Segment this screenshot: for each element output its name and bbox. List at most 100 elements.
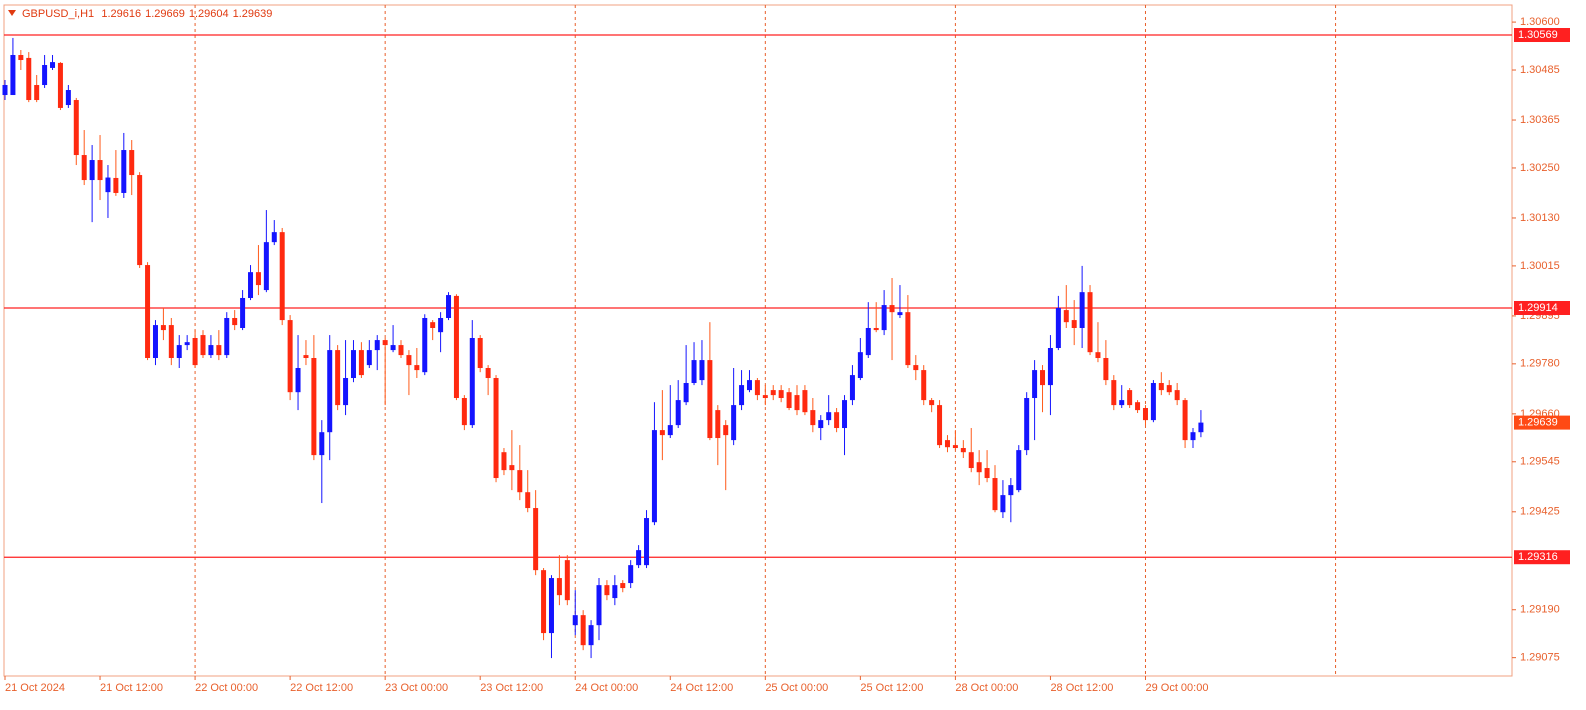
candle-body [770, 390, 776, 396]
candle-body [1158, 383, 1164, 391]
candle-body [572, 615, 578, 626]
candle-body [366, 350, 372, 366]
candle-body [271, 232, 277, 243]
candle-body [160, 325, 166, 331]
y-tick-label: 1.29075 [1520, 652, 1560, 664]
price-label-box [1514, 550, 1570, 565]
candle-body [176, 345, 182, 359]
candle-body [1103, 358, 1109, 381]
candle-body [644, 518, 650, 566]
candle-body [200, 335, 206, 356]
candle-body [802, 390, 808, 413]
candle-body [842, 400, 848, 429]
candle-body [1055, 307, 1061, 349]
candle-body [762, 395, 768, 399]
candle-body [303, 355, 309, 359]
candle-body [905, 312, 911, 366]
candle-body [651, 430, 657, 523]
candle-body [1119, 400, 1125, 406]
candle-body [731, 405, 737, 441]
x-tick-label: 29 Oct 00:00 [1145, 682, 1208, 694]
candle-body [1016, 450, 1022, 491]
candle-body [929, 400, 935, 406]
candle-body [42, 65, 48, 86]
candle-body [350, 350, 356, 379]
price-label-box [1514, 300, 1570, 315]
candle-body [691, 360, 697, 384]
x-tick-label: 24 Oct 00:00 [575, 682, 638, 694]
header-close: 1.29639 [233, 8, 273, 20]
collapse-triangle[interactable] [8, 10, 16, 16]
candle-body [628, 565, 634, 584]
candle-body [152, 325, 158, 359]
candle-body [754, 380, 760, 396]
candle-body [81, 155, 87, 181]
candle-body [1071, 320, 1077, 328]
candle-body [548, 578, 554, 634]
candle-body [168, 325, 174, 359]
candle-body [612, 585, 618, 599]
y-tick-label: 1.30600 [1520, 16, 1560, 28]
candle-body [26, 57, 32, 101]
candle-body [921, 370, 927, 401]
candle-body [739, 385, 745, 406]
candle-body [390, 345, 396, 351]
candle-body [1166, 385, 1172, 393]
candle-body [968, 452, 974, 469]
candle-body [446, 295, 452, 318]
candle-body [422, 317, 428, 373]
candle-body [913, 365, 919, 371]
x-tick-label: 28 Oct 00:00 [955, 682, 1018, 694]
candle-body [335, 350, 341, 406]
candle-body [1040, 370, 1046, 386]
candle-body [794, 395, 800, 411]
candle-body [430, 322, 436, 328]
candle-body [636, 550, 642, 566]
y-tick-label: 1.30130 [1520, 212, 1560, 224]
candle-body [50, 62, 56, 68]
candle-body [453, 295, 459, 399]
candle-body [137, 175, 143, 266]
candle-body [343, 378, 349, 406]
candle-body [1008, 485, 1014, 496]
candle-body [240, 297, 246, 328]
candle-body [746, 380, 752, 391]
y-tick-label: 1.29190 [1520, 604, 1560, 616]
price-label: 1.29914 [1518, 302, 1558, 314]
candle-body [224, 317, 230, 356]
candle-body [1095, 352, 1101, 359]
candle-body [192, 337, 198, 366]
candle-body [1079, 292, 1085, 328]
header-high: 1.29669 [145, 8, 185, 20]
candle-body [937, 405, 943, 446]
candle-body [1135, 402, 1141, 411]
x-tick-label: 28 Oct 12:00 [1050, 682, 1113, 694]
candle-body [501, 452, 507, 471]
candle-body [659, 430, 665, 436]
symbol: GBPUSD_i,H1 [22, 8, 94, 20]
candle-body [414, 365, 420, 371]
candle-body [1063, 310, 1069, 323]
candle-body [960, 448, 966, 453]
candle-body [517, 470, 523, 493]
y-tick-label: 1.30250 [1520, 162, 1560, 174]
candle-body [723, 425, 729, 436]
chart-header: GBPUSD_i,H1 1.29616 1.29669 1.29604 1.29639 [22, 8, 272, 20]
x-tick-label: 22 Oct 00:00 [195, 682, 258, 694]
candle-body [952, 445, 958, 449]
candle-body [279, 232, 285, 321]
candle-body [897, 312, 903, 316]
y-tick-label: 1.29780 [1520, 358, 1560, 370]
candle-body [1032, 370, 1038, 399]
candle-body [786, 392, 792, 409]
plot-area [3, 4, 1513, 677]
candle-body [675, 400, 681, 426]
candle-body [398, 345, 404, 356]
x-tick-label: 25 Oct 00:00 [765, 682, 828, 694]
candle-body [216, 345, 222, 356]
candle-body [461, 398, 467, 426]
candle-body [1087, 292, 1093, 353]
candle-body [1174, 390, 1180, 401]
